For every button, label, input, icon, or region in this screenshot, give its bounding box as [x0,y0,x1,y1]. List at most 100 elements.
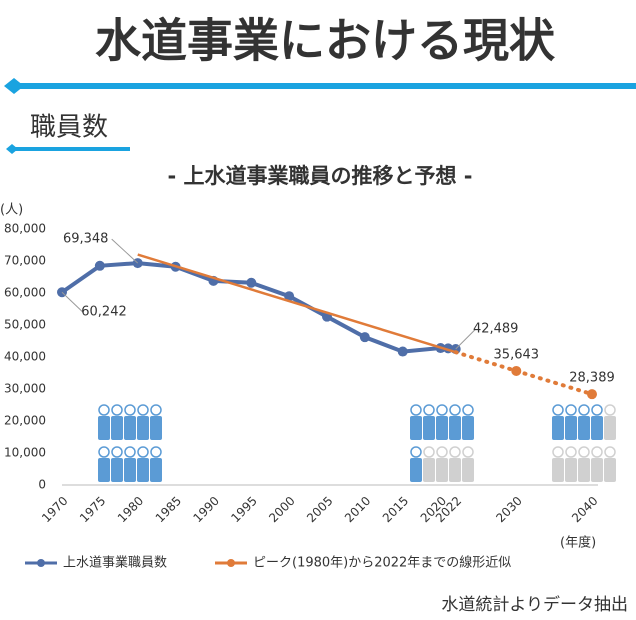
x-tick-label: 1990 [191,494,222,525]
pictogram-body [410,416,422,440]
pictogram-head [552,446,564,458]
x-tick-label: 1980 [115,494,146,525]
pictogram-head [111,404,123,416]
x-tick-label: 1975 [77,494,108,525]
pictogram-body [552,458,564,482]
x-tick-label: 2010 [342,494,373,525]
value-label: 35,643 [494,347,540,362]
legend-marker [37,559,45,567]
pictogram-body [462,416,474,440]
pictogram-head [423,404,435,416]
leader-line [455,328,477,350]
data-point [284,291,295,302]
section-title: 職員数 [30,113,108,143]
data-point [94,260,105,271]
pictogram-head [111,446,123,458]
y-tick-label: 30,000 [4,382,46,396]
pictogram-head [436,446,448,458]
x-tick-label: 1970 [39,494,70,525]
x-tick-label: 2015 [380,494,411,525]
pictogram-head [98,404,110,416]
pictogram-body [565,416,577,440]
pictogram-head [462,404,474,416]
data-point [397,346,408,357]
pictogram-head [552,404,564,416]
pictogram-body [124,458,136,482]
x-tick-label: 2005 [304,494,335,525]
rule-diamond [4,78,24,94]
pictogram-body [124,416,136,440]
legend-label: 上水道事業職員数 [63,555,167,571]
y-axis-unit: (人) [0,203,23,218]
pictogram-body [150,416,162,440]
source-note: 水道統計よりデータ抽出 [441,594,628,615]
leader-line [61,291,84,313]
pictogram-body [98,458,110,482]
leader-line [111,238,139,264]
pictogram-head [150,404,162,416]
pictogram-body [578,416,590,440]
pictogram-body [591,458,603,482]
pictogram-head [591,404,603,416]
y-tick-label: 70,000 [4,254,46,268]
pictogram-body [462,458,474,482]
pictogram-head [578,404,590,416]
pictogram-head [410,446,422,458]
pictogram-head [423,446,435,458]
pictogram-head [591,446,603,458]
pictogram-body [111,458,123,482]
pictogram-head [578,446,590,458]
pictogram-body [591,416,603,440]
value-label: 42,489 [473,322,519,337]
pictogram-head [449,404,461,416]
legend-label: ピーク(1980年)から2022年までの線形近似 [253,555,511,571]
pictogram-body [423,416,435,440]
pictogram-head [565,404,577,416]
value-label: 28,389 [569,371,615,386]
pictogram-head [604,404,616,416]
x-tick-label: 2030 [493,494,524,525]
y-tick-label: 0 [38,478,46,492]
data-point [511,365,522,376]
pictogram-head [449,446,461,458]
y-tick-label: 20,000 [4,414,46,428]
slide-title: 水道事業における現状 [95,14,556,68]
data-point [359,332,370,343]
pictogram-head [410,404,422,416]
pictogram-body [111,416,123,440]
value-label: 69,348 [63,232,109,247]
pictogram-body [137,458,149,482]
y-tick-label: 80,000 [4,222,46,236]
staff-pictograms [98,404,616,482]
pictogram-head [137,446,149,458]
pictogram-body [449,416,461,440]
series-line [137,253,457,354]
y-tick-label: 50,000 [4,318,46,332]
pictogram-head [436,404,448,416]
pictogram-head [124,446,136,458]
rule-diamond [6,144,18,154]
x-tick-label: 1985 [153,494,184,525]
x-tick-label: 1995 [228,494,259,525]
pictogram-body [150,458,162,482]
pictogram-head [137,404,149,416]
x-tick-label: 2000 [266,494,297,525]
y-tick-label: 40,000 [4,350,46,364]
pictogram-body [436,458,448,482]
pictogram-body [436,416,448,440]
chart-title: - 上水道事業職員の推移と予想 - [167,164,472,188]
data-point [587,389,597,400]
pictogram-body [604,416,616,440]
pictogram-body [552,416,564,440]
legend-marker [227,559,235,567]
pictogram-head [565,446,577,458]
pictogram-head [98,446,110,458]
y-tick-label: 60,000 [4,286,46,300]
data-point [246,277,257,288]
pictogram-head [462,446,474,458]
pictogram-body [98,416,110,440]
pictogram-body [449,458,461,482]
pictogram-body [604,458,616,482]
pictogram-head [150,446,162,458]
